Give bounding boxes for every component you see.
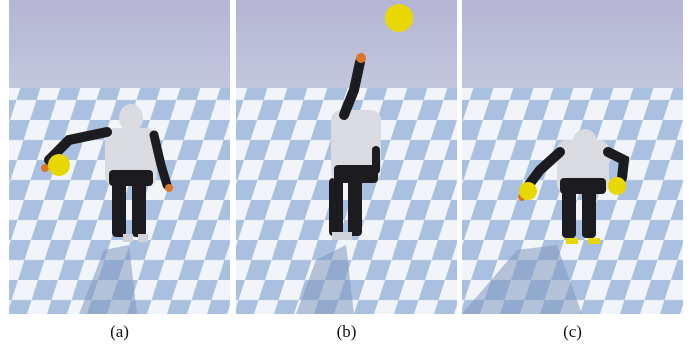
robot-shadow [79, 245, 137, 314]
scene-b-image [236, 0, 457, 314]
yellow-ball [608, 177, 626, 195]
sky [9, 0, 230, 88]
humanoid-robot [518, 129, 630, 244]
panel-a [9, 0, 230, 314]
scene-c-image [462, 0, 683, 314]
caption-b: (b) [336, 322, 357, 341]
scene-a-image [9, 0, 230, 314]
caption-c: (c) [563, 322, 582, 341]
yellow-ball [48, 154, 70, 176]
sky [236, 0, 457, 88]
panel-c [462, 0, 683, 314]
robot-shadow [296, 245, 354, 314]
yellow-ball [385, 4, 413, 32]
humanoid-robot [41, 104, 173, 242]
caption-a: (a) [110, 322, 129, 341]
robot-shadow [462, 245, 582, 314]
panel-b [236, 0, 457, 314]
sky [462, 0, 683, 88]
yellow-ball [519, 182, 537, 200]
humanoid-robot [329, 53, 381, 240]
